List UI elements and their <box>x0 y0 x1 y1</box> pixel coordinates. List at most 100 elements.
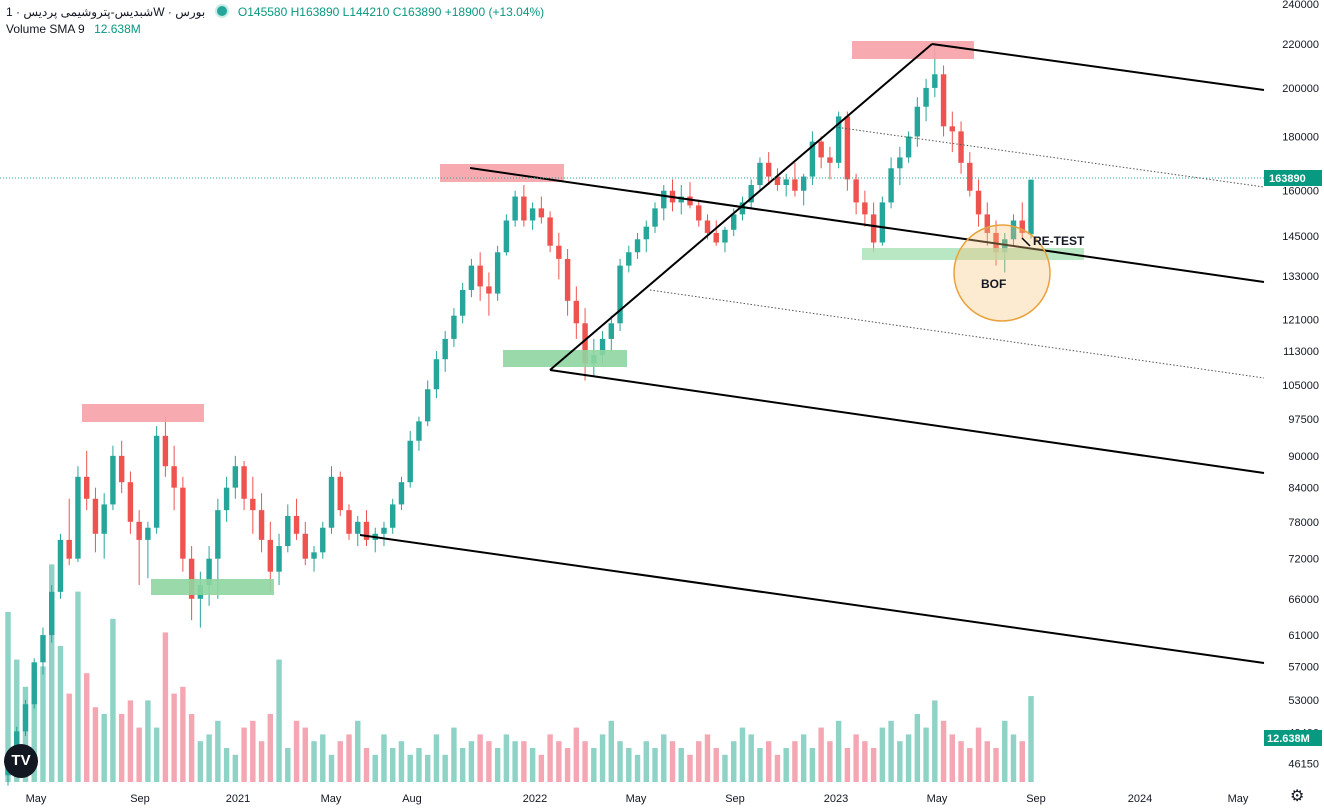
price-axis-tick: 113000 <box>1283 346 1319 358</box>
price-axis-tick: 160000 <box>1282 186 1319 198</box>
volume-bar <box>31 673 37 782</box>
volume-bar <box>652 748 658 782</box>
price-axis-tick: 61000 <box>1288 630 1319 642</box>
time-axis-tick: Sep <box>1026 793 1046 805</box>
volume-bar <box>197 741 204 782</box>
volume-bar <box>381 734 387 782</box>
volume-bar <box>57 646 64 782</box>
volume-bar <box>433 734 440 782</box>
volume-bar <box>975 727 982 782</box>
candle-body <box>696 205 702 221</box>
candle-body <box>127 482 134 522</box>
candle-body <box>783 179 789 186</box>
volume-bar <box>905 734 912 782</box>
volume-bar <box>897 741 903 782</box>
volume-bar <box>765 741 772 782</box>
candle-body <box>757 162 763 186</box>
candle-body <box>311 552 317 559</box>
candle-body <box>250 498 256 511</box>
time-axis: May Sep 2021 May Aug 2022 May Sep 2023 May Sep 2024… <box>26 793 1249 805</box>
price-axis-tick: 180000 <box>1282 131 1319 143</box>
volume-legend[interactable]: Volume SMA 9 12.638M <box>6 22 141 36</box>
price-axis-tick: 66000 <box>1288 594 1319 606</box>
candle-body <box>118 455 125 483</box>
candle-body <box>66 539 72 559</box>
candle-body <box>827 157 833 163</box>
time-axis-tick: May <box>1228 793 1249 805</box>
candle-body <box>792 179 798 191</box>
volume-bar <box>5 612 11 782</box>
resistance-zone <box>852 41 974 59</box>
volume-bar <box>783 748 789 782</box>
volume-bar <box>792 741 798 782</box>
candle-body <box>678 196 684 203</box>
volume-bar <box>1002 720 1008 782</box>
candle-body <box>302 533 308 559</box>
volume-bar <box>145 700 151 782</box>
candle-body <box>923 87 929 107</box>
volume-bar <box>363 748 370 782</box>
candle-body <box>188 558 195 599</box>
candle-body <box>407 440 413 483</box>
volume-bar <box>1028 696 1034 782</box>
time-axis-tick: 2021 <box>226 793 250 805</box>
volume-bar <box>276 659 282 782</box>
time-axis-tick: May <box>321 793 342 805</box>
volume-bar <box>591 748 597 782</box>
volume-bar <box>66 693 72 782</box>
volume-bar <box>564 748 571 782</box>
volume-bar <box>521 741 527 782</box>
volume-bar <box>468 741 475 782</box>
gear-icon[interactable]: ⚙ <box>1290 788 1305 805</box>
volume-tag <box>1264 730 1322 746</box>
volume-bar <box>223 748 230 782</box>
volume-bar <box>320 734 326 782</box>
volume-bar <box>355 720 361 782</box>
price-axis-tick: 72000 <box>1288 554 1319 566</box>
price-axis-tick: 121000 <box>1282 314 1319 326</box>
volume-bar <box>634 754 641 782</box>
candle-body <box>661 190 667 209</box>
volume-bar <box>687 754 693 782</box>
candle-body <box>320 527 326 553</box>
volume-bar <box>206 734 212 782</box>
candle-body <box>468 265 475 290</box>
median-line <box>834 126 1265 188</box>
candle-body <box>346 510 352 534</box>
volume-bar <box>83 673 90 782</box>
volume-bar <box>232 754 239 782</box>
candle-body <box>626 252 632 266</box>
volume-bar <box>424 754 431 782</box>
last-price-label: 163890 <box>1269 173 1306 185</box>
median-line <box>649 289 1265 379</box>
volume-bar <box>407 754 413 782</box>
candle-body <box>914 106 921 137</box>
candle-body <box>888 168 894 203</box>
candle-body <box>293 515 300 534</box>
candle-body <box>765 162 772 177</box>
price-axis-tick: 220000 <box>1282 39 1319 51</box>
volume-bar <box>722 754 728 782</box>
candle-body <box>494 252 501 294</box>
candle-body <box>442 338 448 360</box>
candle-body <box>110 455 116 505</box>
volume-bar <box>888 720 894 782</box>
candle-body <box>180 487 186 559</box>
candle-body <box>136 521 142 540</box>
candle-body <box>582 323 588 364</box>
volume-bar <box>267 714 274 782</box>
volume-bar <box>372 754 378 782</box>
time-axis-tick: Aug <box>402 793 422 805</box>
candle-body <box>547 217 553 246</box>
candle-body <box>599 338 606 356</box>
volume-bar <box>14 659 20 782</box>
volume-bar <box>92 707 99 782</box>
volume-bar <box>494 748 501 782</box>
volume-bar <box>127 700 134 782</box>
market-status-icon <box>214 4 229 18</box>
symbol-title[interactable]: شبدیس-پتروشیمی پردیس · 1W · بورس <box>6 5 206 19</box>
tradingview-logo-icon[interactable]: TV <box>4 744 38 778</box>
volume-bar <box>75 591 81 782</box>
candle-body <box>652 208 658 227</box>
